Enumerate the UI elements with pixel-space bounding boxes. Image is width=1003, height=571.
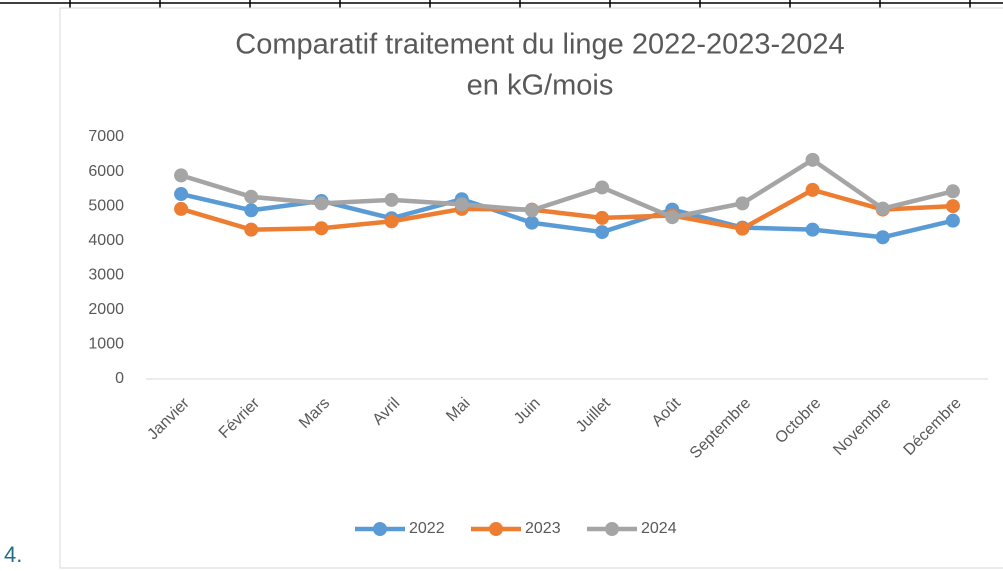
data-point — [174, 187, 189, 202]
legend-label: 2022 — [409, 520, 445, 537]
y-tick-label: 7000 — [88, 128, 124, 145]
data-point — [524, 203, 539, 218]
data-point — [875, 230, 890, 245]
data-point — [174, 168, 189, 183]
data-point — [454, 197, 469, 212]
data-point — [945, 199, 960, 214]
data-point — [244, 189, 259, 204]
data-point — [805, 152, 820, 167]
y-tick-label: 3000 — [88, 267, 124, 284]
data-point — [805, 222, 820, 237]
data-point — [314, 221, 329, 236]
y-tick-label: 5000 — [88, 197, 124, 214]
legend-marker — [373, 522, 387, 536]
data-point — [735, 196, 750, 211]
y-tick-label: 0 — [115, 370, 124, 387]
legend-label: 2024 — [641, 520, 677, 537]
y-tick-label: 4000 — [88, 232, 124, 249]
data-point — [244, 222, 259, 237]
legend-label: 2023 — [525, 520, 561, 537]
data-point — [945, 213, 960, 228]
series-line — [180, 157, 954, 220]
data-point — [314, 196, 329, 211]
data-point — [174, 201, 189, 216]
legend-marker — [489, 522, 503, 536]
data-point — [595, 225, 610, 240]
data-point — [244, 203, 259, 218]
y-tick-label: 1000 — [88, 336, 124, 353]
data-point — [735, 221, 750, 236]
list-marker: 4. — [4, 542, 22, 567]
data-point — [384, 192, 399, 207]
data-point — [524, 215, 539, 230]
data-point — [875, 201, 890, 216]
data-point — [805, 182, 820, 197]
data-point — [595, 180, 610, 195]
data-point — [665, 210, 680, 225]
y-tick-label: 6000 — [88, 163, 124, 180]
data-point — [595, 210, 610, 225]
chart-title: Comparatif traitement du linge 2022-2023… — [235, 29, 844, 61]
data-point — [945, 184, 960, 199]
data-point — [384, 214, 399, 229]
table-border — [0, 0, 1003, 12]
y-tick-label: 2000 — [88, 301, 124, 318]
chart-title: en kG/mois — [467, 70, 614, 102]
series-line — [180, 187, 954, 232]
legend-marker — [605, 522, 619, 536]
chart-frame — [59, 7, 1003, 569]
